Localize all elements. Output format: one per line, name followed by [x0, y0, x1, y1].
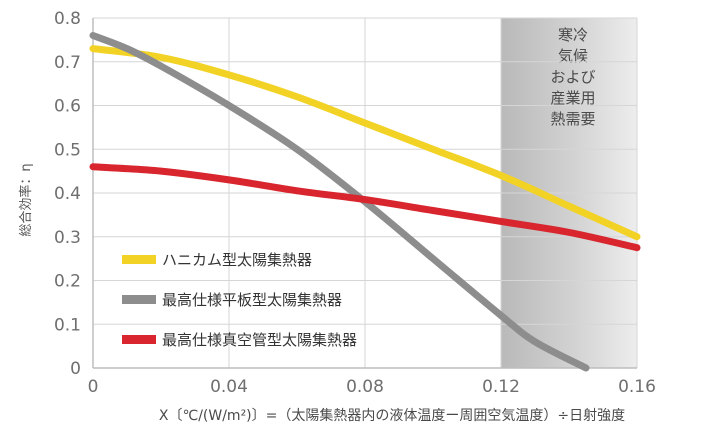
shaded-region-label-line: 産業用	[550, 89, 595, 107]
shaded-region-label-line: 寒冷	[558, 26, 588, 44]
shaded-region-label-line: 熱需要	[550, 110, 595, 128]
shaded-region-label-line: および	[550, 68, 595, 86]
y-tick-label: 0.8	[54, 9, 81, 29]
legend-label-flat-plate: 最高仕様平板型太陽集熱器	[162, 291, 342, 309]
y-tick-label: 0.2	[54, 272, 81, 292]
legend-label-honeycomb: ハニカム型太陽集熱器	[162, 251, 312, 269]
y-tick-label: 0.7	[54, 53, 81, 73]
y-tick-label: 0.1	[54, 315, 81, 335]
x-tick-label: 0.12	[482, 377, 520, 397]
legend-label-evacuated-tube: 最高仕様真空管型太陽集熱器	[162, 331, 357, 349]
legend-swatch-flat-plate	[122, 295, 156, 304]
series-line-honeycomb	[89, 45, 641, 241]
y-tick-label: 0.5	[54, 140, 81, 160]
x-tick-label: 0.16	[618, 377, 656, 397]
y-axis-label: 総合効率：η	[18, 163, 34, 236]
legend-swatch-evacuated-tube	[122, 335, 156, 344]
shaded-region-label-line: 気候	[558, 47, 588, 65]
x-tick-label: 0.04	[210, 377, 248, 397]
y-tick-label: 0.3	[54, 228, 81, 248]
y-tick-label: 0	[70, 359, 81, 379]
series-line-evacuated-tube	[89, 163, 641, 252]
y-tick-label: 0.6	[54, 97, 81, 117]
legend-swatch-honeycomb	[122, 255, 156, 264]
x-tick-label: 0	[88, 377, 99, 397]
y-tick-label: 0.4	[54, 184, 81, 204]
x-tick-label: 0.08	[346, 377, 384, 397]
x-axis-label: X〔℃/(W/m²)〕=（太陽集熱器内の液体温度ー周囲空気温度）÷日射強度	[159, 407, 625, 424]
series-line-flat-plate	[89, 32, 590, 372]
